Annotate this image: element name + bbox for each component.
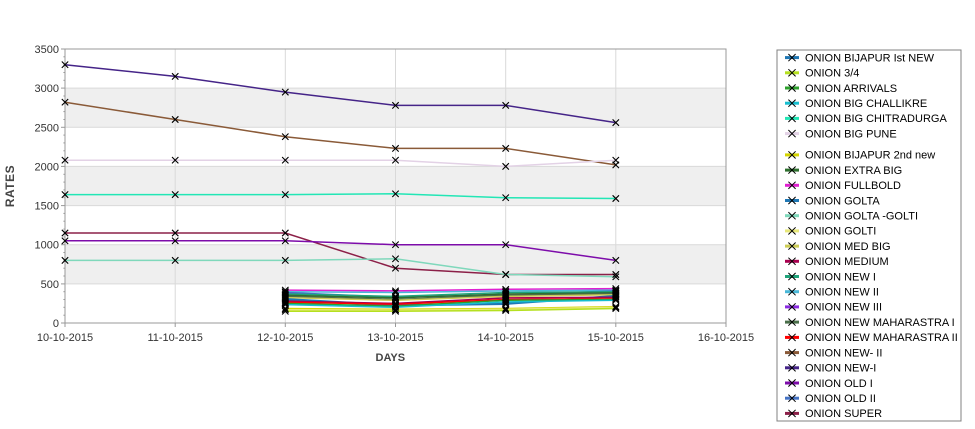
svg-text:ONION NEW I: ONION NEW I [805,271,876,283]
svg-text:ONION BIG CHITRADURGA: ONION BIG CHITRADURGA [805,113,947,125]
svg-text:ONION MEDIUM: ONION MEDIUM [805,256,889,268]
svg-text:ONION BIG PUNE: ONION BIG PUNE [805,128,897,140]
svg-text:500: 500 [41,279,59,291]
svg-text:ONION GOLTI: ONION GOLTI [805,226,876,238]
svg-text:11-10-2015: 11-10-2015 [147,332,202,344]
svg-text:ONION NEW- II: ONION NEW- II [805,347,882,359]
svg-text:ONION BIJAPUR 2nd new: ONION BIJAPUR 2nd new [805,150,935,162]
svg-text:15-10-2015: 15-10-2015 [588,332,644,344]
svg-text:ONION NEW II: ONION NEW II [805,287,879,299]
svg-text:ONION ARRIVALS: ONION ARRIVALS [805,83,897,95]
svg-text:ONION FULLBOLD: ONION FULLBOLD [805,180,901,192]
svg-text:ONION NEW-I: ONION NEW-I [805,363,876,375]
svg-text:ONION SUPER: ONION SUPER [805,408,882,420]
svg-text:ONION NEW MAHARASTRA I: ONION NEW MAHARASTRA I [805,317,955,329]
svg-text:ONION NEW III: ONION NEW III [805,302,882,314]
svg-text:ONION BIJAPUR Ist NEW: ONION BIJAPUR Ist NEW [805,52,935,64]
svg-text:ONION NEW MAHARASTRA II: ONION NEW MAHARASTRA II [805,332,958,344]
svg-text:ONION 3/4: ONION 3/4 [805,68,859,80]
svg-text:0: 0 [53,318,59,330]
svg-text:14-10-2015: 14-10-2015 [478,332,534,344]
svg-text:ONION OLD I: ONION OLD I [805,378,873,390]
svg-text:12-10-2015: 12-10-2015 [257,332,313,344]
svg-text:1000: 1000 [35,240,59,252]
svg-text:16-10-2015: 16-10-2015 [698,332,754,344]
svg-text:2000: 2000 [35,161,59,173]
svg-text:ONION OLD II: ONION OLD II [805,393,876,405]
svg-text:ONION BIG CHALLIKRE: ONION BIG CHALLIKRE [805,98,927,110]
svg-text:10-10-2015: 10-10-2015 [37,332,93,344]
svg-text:ONION EXTRA BIG: ONION EXTRA BIG [805,165,902,177]
svg-text:ONION GOLTA -GOLTI: ONION GOLTA -GOLTI [805,211,918,223]
svg-text:RATES: RATES [3,165,17,207]
svg-text:3500: 3500 [35,44,59,56]
svg-text:ONION GOLTA: ONION GOLTA [805,195,880,207]
svg-text:2500: 2500 [35,122,59,134]
svg-text:3000: 3000 [35,83,59,95]
svg-text:13-10-2015: 13-10-2015 [367,332,423,344]
svg-text:1500: 1500 [35,201,59,213]
svg-text:ONION MED BIG: ONION MED BIG [805,241,891,253]
